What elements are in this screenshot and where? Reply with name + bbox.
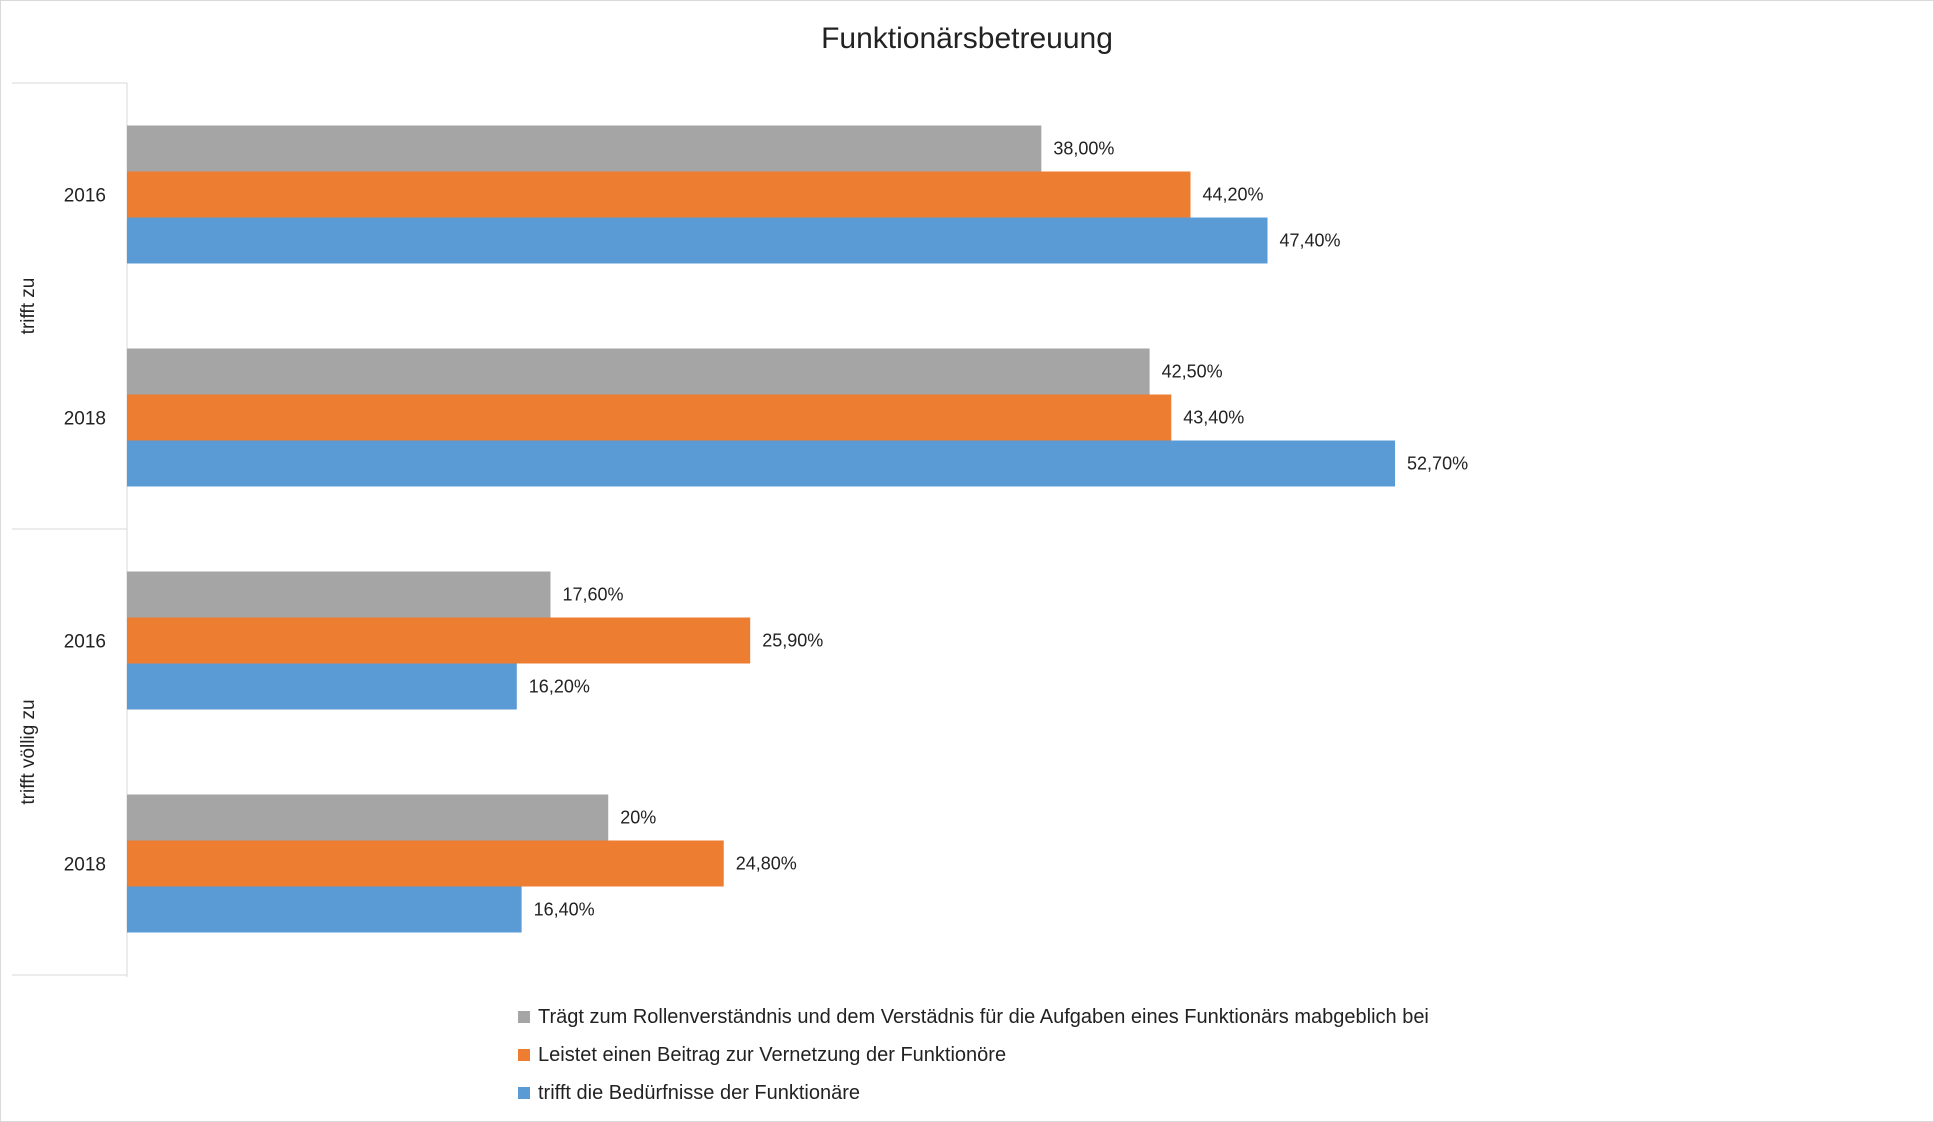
category-label: 2016 [64,632,106,653]
data-label: 25,90% [762,631,823,651]
bar [127,171,1191,218]
bar [127,571,551,618]
data-label: 42,50% [1162,362,1223,382]
legend-label: Leistet einen Beitrag zur Vernetzung der… [538,1043,1007,1066]
data-label: 24,80% [736,854,797,874]
category-label: 2018 [64,855,106,876]
category-label: 2016 [64,186,106,207]
legend-swatch [518,1011,530,1023]
bar [127,394,1172,441]
data-label: 52,70% [1407,454,1468,474]
bar [127,348,1150,395]
chart-bars [127,125,1396,933]
data-label: 38,00% [1053,139,1114,159]
category-label: 2018 [64,409,106,430]
bar [127,840,724,887]
data-label: 17,60% [562,585,623,605]
bar [127,794,609,841]
bar [127,663,517,710]
chart-legend: Trägt zum Rollenverständnis und dem Vers… [518,998,1429,1112]
legend-label: trifft die Bedürfnisse der Funktionäre [538,1081,861,1104]
chart-title: Funktionärsbetreuung [821,22,1113,55]
bar [127,440,1396,487]
bar [127,217,1268,264]
legend-swatch [518,1049,530,1061]
bar [127,617,751,664]
data-label: 16,40% [534,900,595,920]
data-label: 43,40% [1183,408,1244,428]
legend-label: Trägt zum Rollenverständnis und dem Vers… [538,1005,1429,1028]
legend-item: Leistet einen Beitrag zur Vernetzung der… [518,1036,1429,1074]
legend-item: trifft die Bedürfnisse der Funktionäre [518,1074,1429,1112]
chart-labels: trifft zu 2016 38,00% 44,20% 47,40% 2018 42,50… [18,139,1468,920]
bar [127,125,1042,172]
legend-item: Trägt zum Rollenverständnis und dem Vers… [518,998,1429,1036]
data-label: 44,20% [1203,185,1264,205]
group-label: trifft völlig zu [18,699,39,804]
chart-axes [12,82,128,977]
legend-swatch [518,1087,530,1099]
bar [127,886,522,933]
group-label: trifft zu [18,278,39,335]
data-label: 20% [620,808,656,828]
data-label: 16,20% [529,677,590,697]
data-label: 47,40% [1280,231,1341,251]
